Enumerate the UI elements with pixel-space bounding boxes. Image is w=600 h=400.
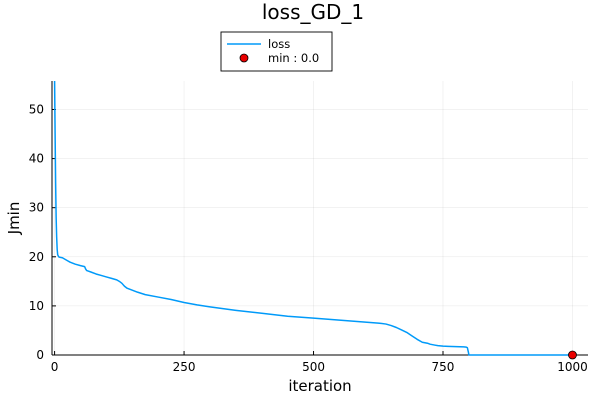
x-axis-label: iteration xyxy=(288,377,351,395)
x-tick-label: 1000 xyxy=(557,360,588,374)
y-tick-labels: 0 10 20 30 40 50 xyxy=(29,102,44,362)
y-tick-label: 0 xyxy=(36,348,44,362)
legend-swatch-min xyxy=(239,53,249,63)
y-tick-label: 40 xyxy=(29,152,44,166)
x-tick-label: 500 xyxy=(302,360,325,374)
grid-lines xyxy=(52,81,588,356)
legend: loss min : 0.0 xyxy=(220,31,333,72)
legend-label-min: min : 0.0 xyxy=(268,51,319,65)
x-tick-label: 250 xyxy=(173,360,196,374)
legend-label-loss: loss xyxy=(268,37,290,51)
y-tick-label: 10 xyxy=(29,299,44,313)
series-layer xyxy=(53,80,577,360)
y-tick-label: 20 xyxy=(29,250,44,264)
legend-box xyxy=(220,31,333,72)
y-axis-label: Jmin xyxy=(5,202,23,236)
x-tick-label: 0 xyxy=(51,360,59,374)
series-line-loss xyxy=(53,80,573,356)
y-tick-label: 50 xyxy=(29,102,44,116)
x-tick-label: 750 xyxy=(432,360,455,374)
min-point-marker xyxy=(568,350,577,360)
chart-title: loss_GD_1 xyxy=(262,0,364,24)
x-tick-labels: 0 250 500 750 1000 xyxy=(51,360,588,374)
y-tick-label: 30 xyxy=(29,201,44,215)
